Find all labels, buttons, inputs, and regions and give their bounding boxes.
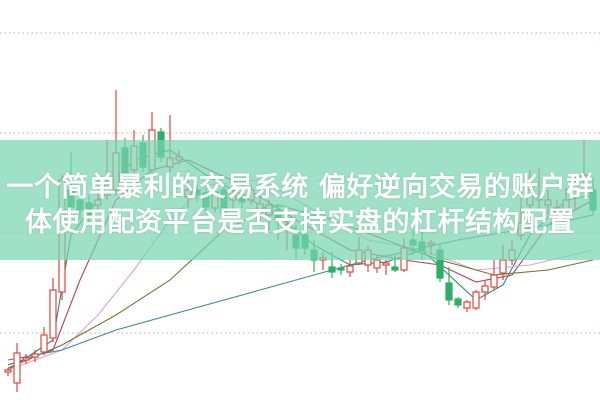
candle-down — [328, 266, 336, 273]
candle-up — [499, 259, 507, 274]
candle-up — [40, 334, 48, 353]
candle-up — [490, 274, 498, 288]
candle-up — [472, 291, 480, 309]
candle-up — [49, 289, 57, 339]
candle-up — [4, 369, 12, 373]
candle-up — [13, 352, 21, 384]
candle-down — [445, 282, 453, 301]
candle-up — [31, 353, 39, 358]
candle-up — [481, 285, 489, 293]
candle-up — [22, 357, 30, 361]
headline-line-1: 一个简单暴利的交易系统 偏好逆向交易的账户群 — [6, 172, 594, 203]
candle-up — [373, 259, 381, 269]
candle-down — [391, 266, 399, 271]
headline-banner — [0, 140, 600, 260]
candle-down — [337, 267, 345, 271]
candle-up — [382, 262, 390, 266]
candle-up — [463, 301, 471, 309]
candle-down — [454, 298, 462, 306]
candle-up — [346, 265, 354, 273]
headline-line-2: 体使用配资平台是否支持实盘的杠杆结构配置 — [25, 207, 575, 238]
